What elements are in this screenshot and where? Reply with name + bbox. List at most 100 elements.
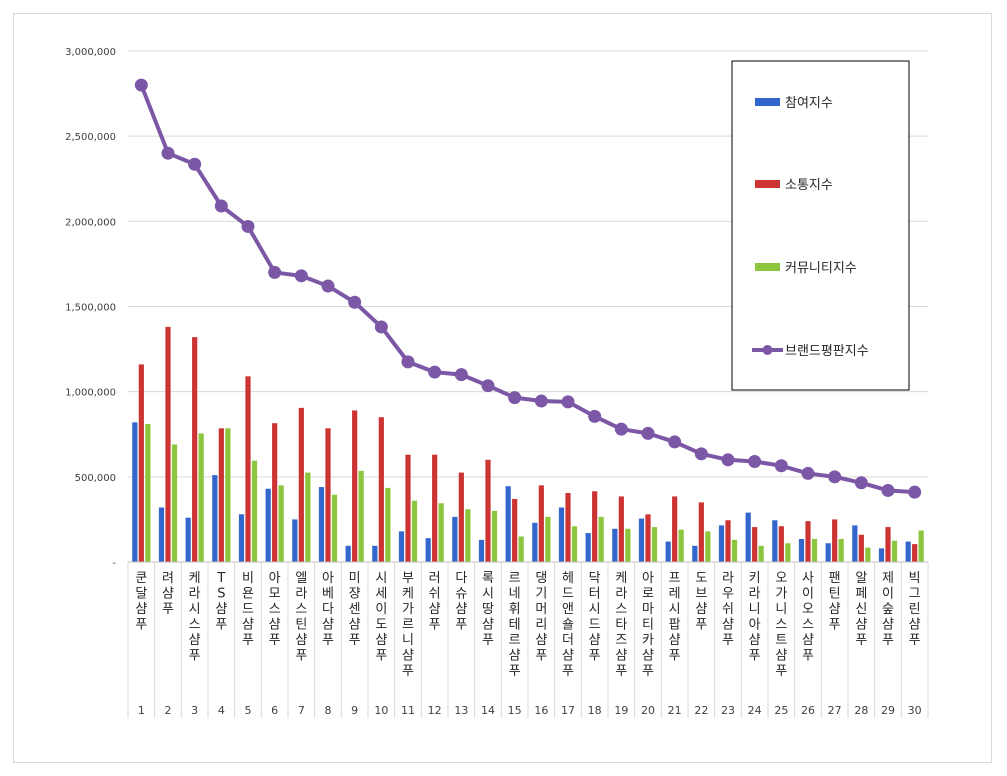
- bars: [132, 326, 924, 562]
- point-브랜드평판지수: [401, 355, 415, 369]
- point-브랜드평판지수: [881, 483, 895, 497]
- bar-참여지수: [292, 519, 298, 562]
- bar-소통지수: [565, 493, 571, 562]
- bar-참여지수: [798, 539, 805, 562]
- bar-소통지수: [218, 428, 224, 562]
- point-브랜드평판지수: [214, 199, 228, 213]
- bar-소통지수: [725, 520, 731, 562]
- bar-커뮤니티지수: [651, 527, 658, 562]
- bar-소통지수: [592, 491, 598, 562]
- bar-커뮤니티지수: [838, 539, 844, 562]
- bar-커뮤니티지수: [198, 433, 204, 562]
- bar-커뮤니티지수: [385, 487, 391, 562]
- rank-label: 10: [374, 704, 388, 717]
- bar-소통지수: [432, 454, 438, 562]
- bar-소통지수: [805, 521, 811, 562]
- bar-참여지수: [425, 538, 431, 562]
- bar-커뮤니티지수: [811, 539, 818, 562]
- bar-소통지수: [512, 498, 518, 562]
- bar-참여지수: [612, 528, 618, 562]
- rank-label: 15: [508, 704, 522, 717]
- bar-참여지수: [905, 541, 911, 562]
- point-브랜드평판지수: [668, 435, 682, 449]
- rank-label: 7: [298, 704, 305, 717]
- bar-커뮤니티지수: [571, 526, 578, 562]
- legend-swatch: [755, 98, 780, 106]
- bar-커뮤니티지수: [518, 536, 524, 562]
- rank-label: 20: [641, 704, 655, 717]
- y-tick-label: 2,000,000: [65, 217, 116, 228]
- point-브랜드평판지수: [774, 459, 788, 473]
- bar-소통지수: [165, 326, 171, 562]
- bar-커뮤니티지수: [171, 444, 178, 562]
- legend-marker: [762, 345, 773, 355]
- point-브랜드평판지수: [508, 391, 522, 405]
- bar-커뮤니티지수: [891, 540, 898, 562]
- x-axis-table: 쿤 달 샴 푸 1 려 샴 푸 2 케 라 시 스 샴 푸 3 T S 샴 푸 4 비 욘 드 샴 푸 5 아 모 스 샴 푸 6 엘 라 스 틴 샴 푸 7…: [127, 561, 929, 718]
- bar-참여지수: [665, 541, 671, 562]
- legend-swatch: [755, 180, 780, 188]
- bar-소통지수: [458, 472, 464, 562]
- bar-소통지수: [538, 485, 544, 562]
- bar-커뮤니티지수: [251, 460, 258, 562]
- bar-커뮤니티지수: [225, 428, 231, 562]
- point-브랜드평판지수: [348, 295, 362, 309]
- rank-label: 13: [454, 704, 468, 717]
- legend-label: 소통지수: [785, 178, 833, 193]
- rank-label: 21: [668, 704, 682, 717]
- bar-커뮤니티지수: [438, 503, 444, 562]
- rank-label: 24: [748, 704, 762, 717]
- point-브랜드평판지수: [828, 470, 842, 484]
- bar-참여지수: [318, 487, 325, 562]
- bar-참여지수: [825, 543, 831, 562]
- bar-소통지수: [618, 496, 624, 562]
- bar-참여지수: [585, 533, 591, 562]
- bar-소통지수: [752, 527, 758, 562]
- rank-label: 4: [218, 704, 225, 717]
- bar-참여지수: [265, 488, 271, 562]
- bar-소통지수: [832, 519, 838, 562]
- bar-소통지수: [272, 423, 278, 562]
- rank-label: 11: [401, 704, 415, 717]
- bar-소통지수: [352, 410, 358, 562]
- bar-참여지수: [398, 531, 405, 562]
- bar-참여지수: [158, 507, 165, 562]
- bar-소통지수: [858, 534, 864, 562]
- bar-참여지수: [212, 475, 218, 562]
- rank-label: 3: [191, 704, 198, 717]
- bar-참여지수: [372, 545, 378, 562]
- bar-참여지수: [852, 525, 858, 562]
- bar-소통지수: [192, 337, 198, 562]
- bar-소통지수: [698, 502, 704, 562]
- y-tick-label: 3,000,000: [65, 47, 116, 58]
- point-브랜드평판지수: [908, 485, 922, 499]
- point-브랜드평판지수: [134, 78, 148, 92]
- legend-label: 참여지수: [785, 96, 833, 111]
- point-브랜드평판지수: [188, 157, 202, 171]
- rank-label: 25: [774, 704, 788, 717]
- bar-참여지수: [638, 518, 645, 562]
- y-tick-label: 1,500,000: [65, 303, 116, 314]
- point-브랜드평판지수: [534, 394, 548, 408]
- y-tick-label: 1,000,000: [65, 388, 116, 399]
- bar-참여지수: [132, 422, 138, 562]
- bar-참여지수: [345, 545, 351, 562]
- rank-label: 23: [721, 704, 735, 717]
- rank-label: 17: [561, 704, 575, 717]
- point-브랜드평판지수: [854, 476, 868, 490]
